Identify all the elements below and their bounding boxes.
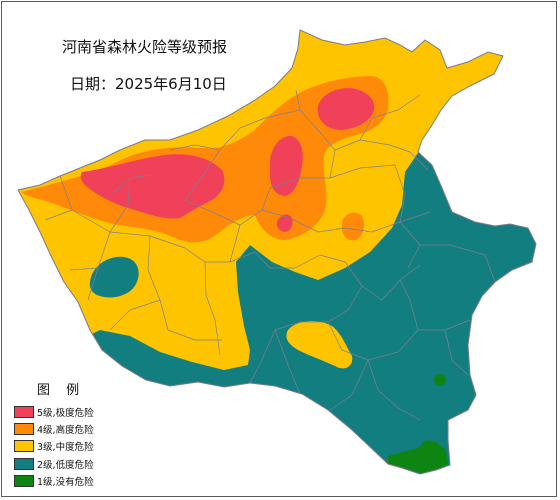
map-title: 河南省森林火险等级预报 xyxy=(62,38,228,56)
region-level5-small xyxy=(276,214,293,232)
legend-item-level5: 5级,极度危险 xyxy=(14,403,94,420)
legend-title: 图 例 xyxy=(37,383,86,398)
legend-item-level4: 4级,高度危险 xyxy=(14,420,94,437)
legend-label-level4: 4级,高度危险 xyxy=(37,424,94,436)
region-level5-center xyxy=(270,135,303,196)
legend-swatch-level1 xyxy=(14,474,34,487)
region-level2-west xyxy=(89,256,139,298)
legend-label-level5: 5级,极度危险 xyxy=(37,407,94,419)
legend-item-level3: 3级,中度危险 xyxy=(14,438,94,455)
legend-swatch-level5 xyxy=(14,405,34,418)
legend-swatch-level2 xyxy=(14,457,34,470)
region-level3-south xyxy=(286,321,353,369)
map-date: 日期：2025年6月10日 xyxy=(70,75,227,93)
legend: 5级,极度危险 4级,高度危险 3级,中度危险 2级,低度危险 1级,没有危险 xyxy=(14,403,94,489)
legend-label-level2: 2级,低度危险 xyxy=(37,459,94,471)
legend-item-level1: 1级,没有危险 xyxy=(14,472,94,489)
region-level4-east xyxy=(341,212,364,241)
region-boundaries-2 xyxy=(44,151,496,411)
province-outline xyxy=(17,29,537,475)
region-level5-northeast xyxy=(317,88,375,130)
legend-label-level1: 1级,没有危险 xyxy=(37,476,94,488)
legend-swatch-level3 xyxy=(14,440,34,453)
region-level1-dot xyxy=(434,374,446,386)
region-level5-west xyxy=(80,154,225,219)
region-level1-south xyxy=(388,440,448,474)
legend-label-level3: 3级,中度危险 xyxy=(37,442,94,454)
legend-item-level2: 2级,低度危险 xyxy=(14,455,94,472)
legend-swatch-level4 xyxy=(14,422,34,435)
